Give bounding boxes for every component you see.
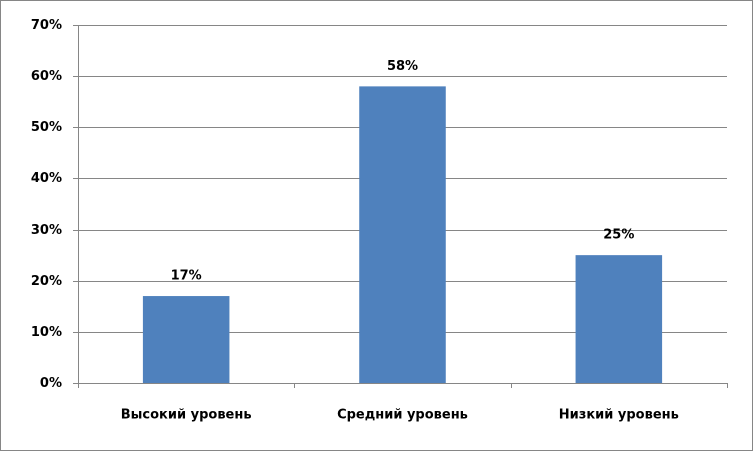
y-tick-label: 0% <box>40 376 62 391</box>
bar <box>575 255 663 383</box>
y-tick-label: 60% <box>31 69 62 84</box>
y-tick-label: 10% <box>31 325 62 340</box>
data-label: 25% <box>603 228 634 243</box>
y-tick-label: 70% <box>31 18 62 33</box>
y-tick-label: 20% <box>31 274 62 289</box>
bar <box>142 296 230 383</box>
data-label: 17% <box>171 269 202 284</box>
x-tick-label: Средний уровень <box>337 408 468 423</box>
x-tick-label: Высокий уровень <box>121 408 252 423</box>
bar <box>359 86 446 383</box>
y-tick-label: 30% <box>31 223 62 238</box>
data-label: 58% <box>387 59 418 74</box>
y-tick-label: 50% <box>31 120 62 135</box>
y-tick-label: 40% <box>31 171 62 186</box>
x-tick-label: Низкий уровень <box>559 408 679 423</box>
